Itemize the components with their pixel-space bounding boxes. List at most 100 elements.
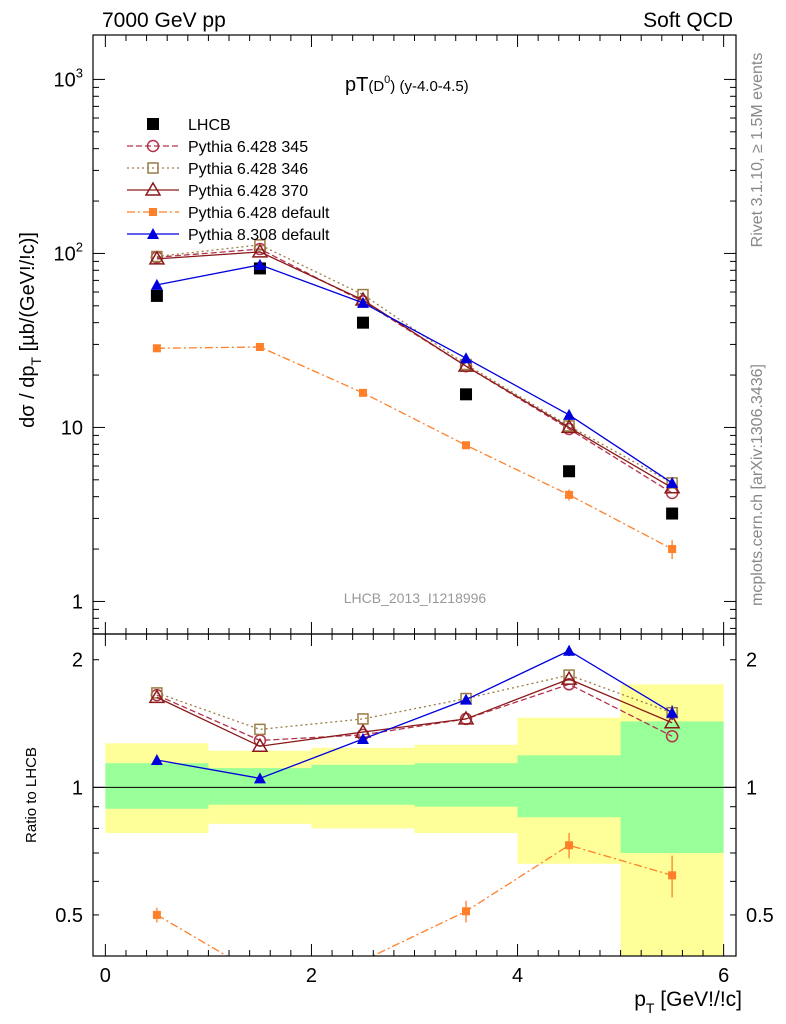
data-point [460, 388, 473, 401]
legend-label: Pythia 6.428 345 [188, 139, 308, 156]
series-line-3 [156, 251, 673, 489]
data-point [457, 357, 475, 372]
data-point [356, 296, 369, 308]
data-point [256, 971, 264, 979]
legend-marker [149, 208, 157, 216]
title-main: pT [345, 74, 368, 96]
data-point [356, 316, 369, 329]
data-point [565, 490, 574, 499]
data-point [254, 239, 266, 251]
legend-label: Pythia 8.308 default [188, 227, 330, 244]
x-tick-label: 2 [306, 965, 317, 987]
data-point [253, 772, 266, 784]
data-point [462, 441, 471, 450]
legend-item-4: Pythia 6.428 default [127, 205, 330, 222]
legend-marker [147, 228, 159, 239]
legend-label: LHCB [188, 117, 231, 134]
ylabel-rest: [µb/(GeV!/!c)] [17, 232, 39, 357]
series-3 [152, 833, 677, 979]
band-inner-0 [105, 763, 209, 809]
data-point [152, 910, 161, 919]
band-inner-2 [311, 764, 415, 805]
series-line-1 [156, 674, 673, 731]
legend-marker [146, 139, 160, 153]
x-tick-label: 6 [718, 965, 729, 987]
data-point [253, 258, 266, 270]
series-4 [150, 644, 679, 784]
data-point [460, 352, 473, 364]
title-extra: (y-4.0-4.5) [399, 78, 468, 95]
legend-item-0: LHCB [147, 117, 231, 134]
data-point [357, 713, 369, 725]
data-point [668, 871, 677, 880]
x-tick-label: 4 [512, 965, 523, 987]
data-point [150, 289, 163, 302]
legend-item-1: Pythia 6.428 345 [127, 139, 308, 156]
legend-item-3: Pythia 6.428 370 [127, 181, 308, 200]
data-point [560, 418, 578, 434]
band-inner-4 [517, 755, 621, 818]
data-point [666, 507, 679, 520]
data-point [666, 706, 679, 718]
ylabel-sub: T [28, 357, 44, 366]
legend-marker [147, 162, 159, 174]
series-line-2 [156, 678, 673, 747]
y-tick-label-right: 1 [746, 777, 757, 799]
data-point [565, 841, 574, 850]
data-point [563, 465, 576, 478]
data-point [663, 714, 681, 729]
legend-marker [147, 118, 159, 130]
data-point [148, 250, 166, 265]
series-4 [152, 342, 677, 560]
data-point [358, 388, 367, 397]
series-2 [151, 239, 678, 489]
plot-area [148, 239, 681, 560]
y-tick-label: 0.5 [55, 905, 83, 927]
legend-marker [144, 181, 162, 196]
y-tick-label: 1 [72, 777, 83, 799]
band-inner-3 [414, 763, 518, 807]
title-sub: (D [368, 78, 384, 95]
header-left: 7000 GeV pp [102, 9, 226, 32]
ratio-panel: 0.5 0.5 1 1 2 2 0 2 4 6 [55, 633, 774, 987]
main-title: pT(D0) (y-4.0-4.5) [345, 74, 469, 96]
y-tick-label: 103 [54, 65, 83, 91]
data-point [563, 669, 575, 681]
title-sup: 0 [384, 74, 390, 86]
y-tick-label-right: 2 [746, 650, 757, 672]
main-ylabel: dσ / dpT [µb/(GeV!/!c)] [17, 232, 44, 428]
data-point [356, 733, 369, 745]
ylabel-main: dσ / dp [17, 366, 39, 428]
series-line-4 [156, 346, 673, 550]
y-tick-label: 102 [54, 239, 83, 265]
data-point [150, 754, 163, 766]
data-point [251, 243, 269, 258]
data-point [563, 408, 576, 420]
ratio-ylabel: Ratio to LHCB [23, 747, 40, 843]
mcplots-info: mcplots.cern.ch [arXiv:1306.3436] [749, 364, 766, 606]
series-line-5 [156, 264, 673, 484]
series-line-1 [156, 248, 673, 494]
data-point [254, 723, 266, 736]
y-tick-label: 10 [61, 417, 83, 439]
xlabel-rest: [GeV!/!c] [654, 988, 742, 1011]
data-point [563, 644, 576, 656]
xlabel-main: p [634, 988, 646, 1011]
data-point [666, 476, 679, 488]
y-tick-label: 1 [72, 591, 83, 613]
legend-item-2: Pythia 6.428 346 [127, 161, 308, 178]
data-point [152, 344, 161, 353]
title-close: ) [390, 78, 395, 95]
series-line-4 [156, 650, 673, 780]
data-point [251, 737, 269, 752]
plot-area [93, 644, 736, 979]
data-point [560, 670, 578, 685]
data-point [460, 693, 473, 705]
y-tick-label-right: 0.5 [746, 905, 774, 927]
data-point [462, 907, 471, 916]
tick-base: 10 [54, 243, 76, 265]
legend-label: Pythia 6.428 370 [188, 183, 308, 200]
data-point [359, 957, 367, 965]
tick-exp: 2 [76, 239, 83, 254]
